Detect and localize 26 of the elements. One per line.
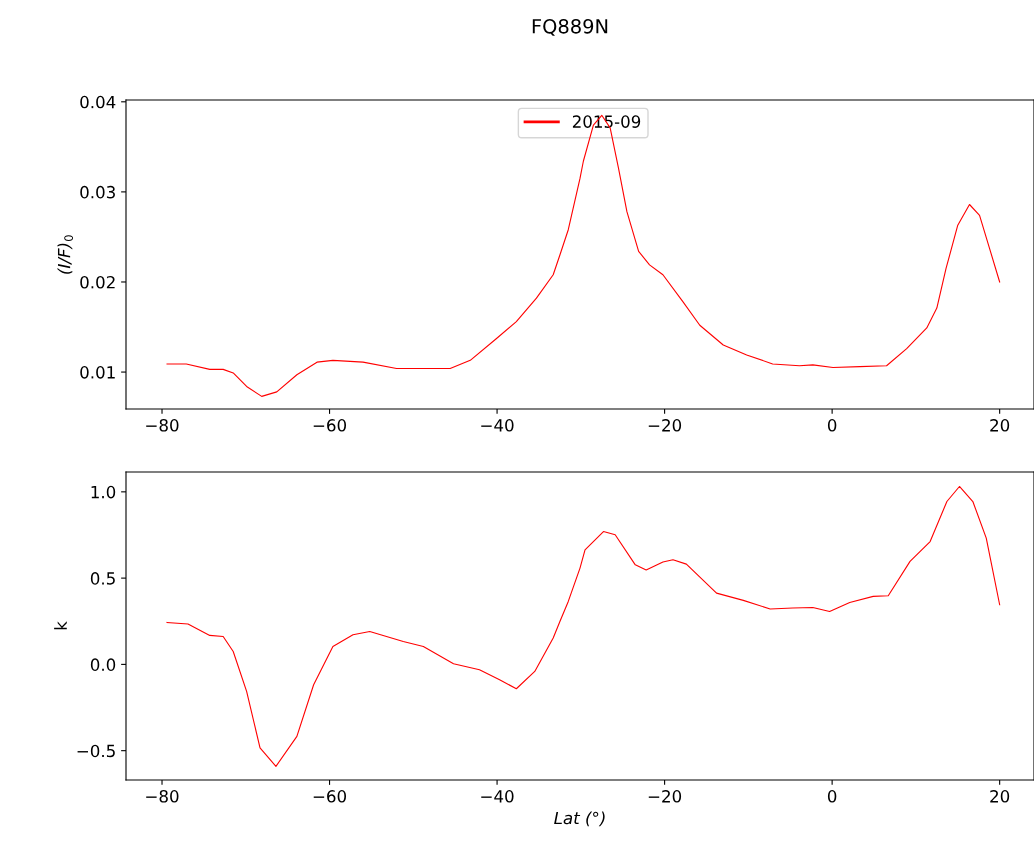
y-tick-label: 1.0 <box>91 485 116 499</box>
x-tick-label: 20 <box>990 419 1010 432</box>
line-series <box>166 114 1001 397</box>
x-tick-label: 20 <box>990 790 1010 803</box>
y-tick-label: 0.03 <box>80 185 115 199</box>
y-axis-title: (I/F)$_{0}$ <box>57 235 74 274</box>
x-tick-label: −20 <box>648 419 682 432</box>
line-series <box>166 485 1001 767</box>
x-tick-label: −40 <box>481 419 514 432</box>
x-tick-label: −40 <box>481 790 514 803</box>
x-tick-label: 0 <box>827 790 837 803</box>
y-tick-label: 0.01 <box>80 366 115 379</box>
x-tick-label: 0 <box>827 419 837 432</box>
x-tick-label: −20 <box>648 790 682 803</box>
x-tick-label: −60 <box>313 419 347 432</box>
x-tick-label: −60 <box>313 790 347 803</box>
y-axis-title: k <box>54 621 67 630</box>
y-tick-label: 0.5 <box>90 572 115 585</box>
x-tick-label: −80 <box>146 419 179 432</box>
y-tick-label: 0.04 <box>80 95 116 109</box>
y-tick-label: 0.02 <box>80 275 115 289</box>
x-tick-label: −80 <box>146 790 179 803</box>
x-axis-title: Lat (°) <box>554 811 605 827</box>
y-tick-label: 0.0 <box>90 658 116 671</box>
chart-title: FQ889N <box>532 18 608 36</box>
y-tick-label: −0.5 <box>77 744 115 758</box>
